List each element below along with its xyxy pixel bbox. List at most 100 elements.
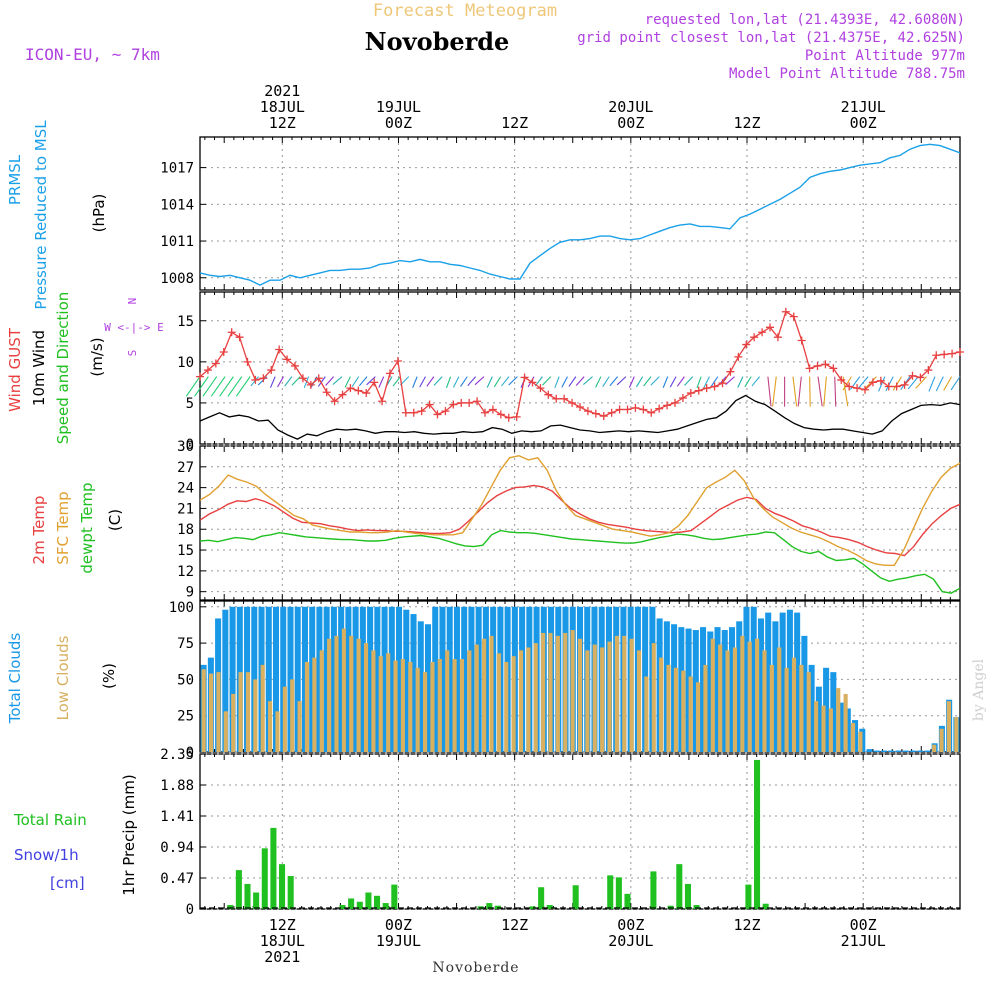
compass-south: S	[126, 350, 139, 357]
clouds-unit: (%)	[100, 663, 118, 689]
total-cloud-bar	[736, 621, 743, 752]
low-cloud-bar	[747, 641, 752, 752]
wind-direction-arrow	[823, 376, 827, 407]
low-cloud-bar	[504, 661, 509, 752]
gust-marker	[227, 328, 236, 337]
wind-direction-arrow	[635, 376, 644, 388]
gust-marker	[235, 333, 244, 342]
low-cloud-bar	[932, 744, 937, 752]
low-cloud-bar	[371, 650, 376, 752]
total-cloud-bar	[794, 612, 801, 752]
total-cloud-bar	[229, 606, 236, 752]
precip-label-total-rain: Total Rain	[13, 811, 87, 829]
gust-marker	[924, 366, 933, 375]
total-cloud-bar	[888, 750, 895, 752]
wind-direction-arrow	[935, 376, 944, 392]
low-cloud-bar	[386, 653, 391, 752]
gust-marker	[710, 382, 719, 391]
low-cloud-bar	[762, 650, 767, 752]
wind-direction-arrow	[227, 376, 243, 397]
gust-marker	[370, 378, 379, 387]
top-time-label: 12Z	[733, 114, 760, 132]
total-cloud-bar	[280, 606, 287, 752]
precip-bar	[754, 759, 761, 909]
total-cloud-bar	[309, 606, 316, 752]
total-cloud-bar	[808, 664, 815, 752]
gust-marker	[536, 384, 545, 393]
total-cloud-bar	[222, 609, 229, 752]
wind-direction-arrow	[885, 376, 894, 392]
low-cloud-bar	[489, 635, 494, 752]
low-cloud-bar	[659, 657, 664, 752]
wind-direction-arrow	[366, 376, 376, 386]
low-cloud-bar	[814, 701, 819, 752]
gust-marker	[623, 405, 632, 414]
total-cloud-bar	[700, 627, 707, 752]
gust-marker	[789, 312, 798, 321]
temperature-ytick-label: 12	[177, 564, 194, 580]
wind-direction-arrow	[650, 376, 660, 386]
wind-direction-arrow	[277, 376, 284, 388]
wind-direction-arrow	[834, 376, 837, 407]
wind-ytick-label: 5	[186, 396, 194, 412]
low-cloud-bar	[806, 672, 811, 752]
low-cloud-bar	[496, 653, 501, 752]
total-cloud-bar	[685, 628, 692, 752]
total-cloud-bar	[815, 686, 822, 752]
precip-ytick-label: 0.47	[160, 871, 194, 887]
total-cloud-bar	[844, 708, 851, 752]
wind-direction-arrow	[250, 376, 259, 387]
gust-marker	[203, 366, 212, 375]
precip-ytick-label: 1.41	[160, 809, 194, 825]
bottom-time-label: 00Z	[850, 916, 877, 934]
wind-direction-arrow	[943, 376, 953, 391]
wind-direction-arrow	[185, 376, 201, 397]
gust-marker	[702, 384, 711, 393]
low-cloud-bar	[585, 650, 590, 752]
low-cloud-bar	[718, 644, 723, 752]
low-cloud-bar	[334, 635, 339, 752]
total-cloud-bar	[352, 606, 359, 752]
pressure-label-long: Pressure Reduced to MSL	[32, 120, 50, 310]
total-cloud-bar	[316, 606, 323, 752]
precip-bar	[365, 892, 372, 909]
gust-marker	[591, 409, 600, 418]
credit: by Angel	[971, 658, 987, 721]
wind-direction-arrow	[501, 376, 510, 387]
low-cloud-bar	[570, 630, 575, 752]
wind-ytick-label: 10	[177, 355, 194, 371]
model-altitude: Model Point Altitude 788.75m	[729, 66, 965, 82]
precip-bar	[745, 884, 752, 909]
wind-direction-arrow	[568, 376, 577, 387]
gust-marker	[322, 388, 331, 397]
wind-direction-arrow	[493, 376, 502, 388]
wind-frame	[199, 291, 961, 445]
wind-direction-arrow	[928, 376, 936, 392]
total-cloud-bar	[707, 631, 714, 752]
low-cloud-bar	[253, 679, 258, 752]
temperature-ytick-label: 30	[177, 439, 194, 455]
gust-marker	[694, 386, 703, 395]
gust-marker	[449, 400, 458, 409]
gust-marker	[576, 403, 584, 412]
precip-bar	[494, 905, 501, 909]
wind-direction-arrow	[460, 376, 468, 387]
low-cloud-bar	[555, 635, 560, 752]
gust-marker	[291, 361, 299, 370]
precip-bar	[253, 892, 260, 909]
compass-north: N	[126, 298, 139, 305]
pressure-ytick-label: 1011	[160, 234, 194, 250]
gust-marker	[386, 369, 394, 378]
wind-direction-arrow	[817, 376, 823, 407]
low-cloud-bar	[836, 688, 841, 752]
bottom-time-label: 00Z	[617, 916, 644, 934]
gust-marker	[354, 386, 363, 395]
pressure-line	[199, 143, 961, 286]
precip-bar	[693, 905, 700, 909]
low-cloud-bar	[474, 644, 479, 752]
gust-marker	[900, 380, 909, 389]
low-cloud-bar	[216, 672, 221, 752]
gust-marker	[267, 366, 276, 375]
total-cloud-bar	[381, 606, 388, 752]
